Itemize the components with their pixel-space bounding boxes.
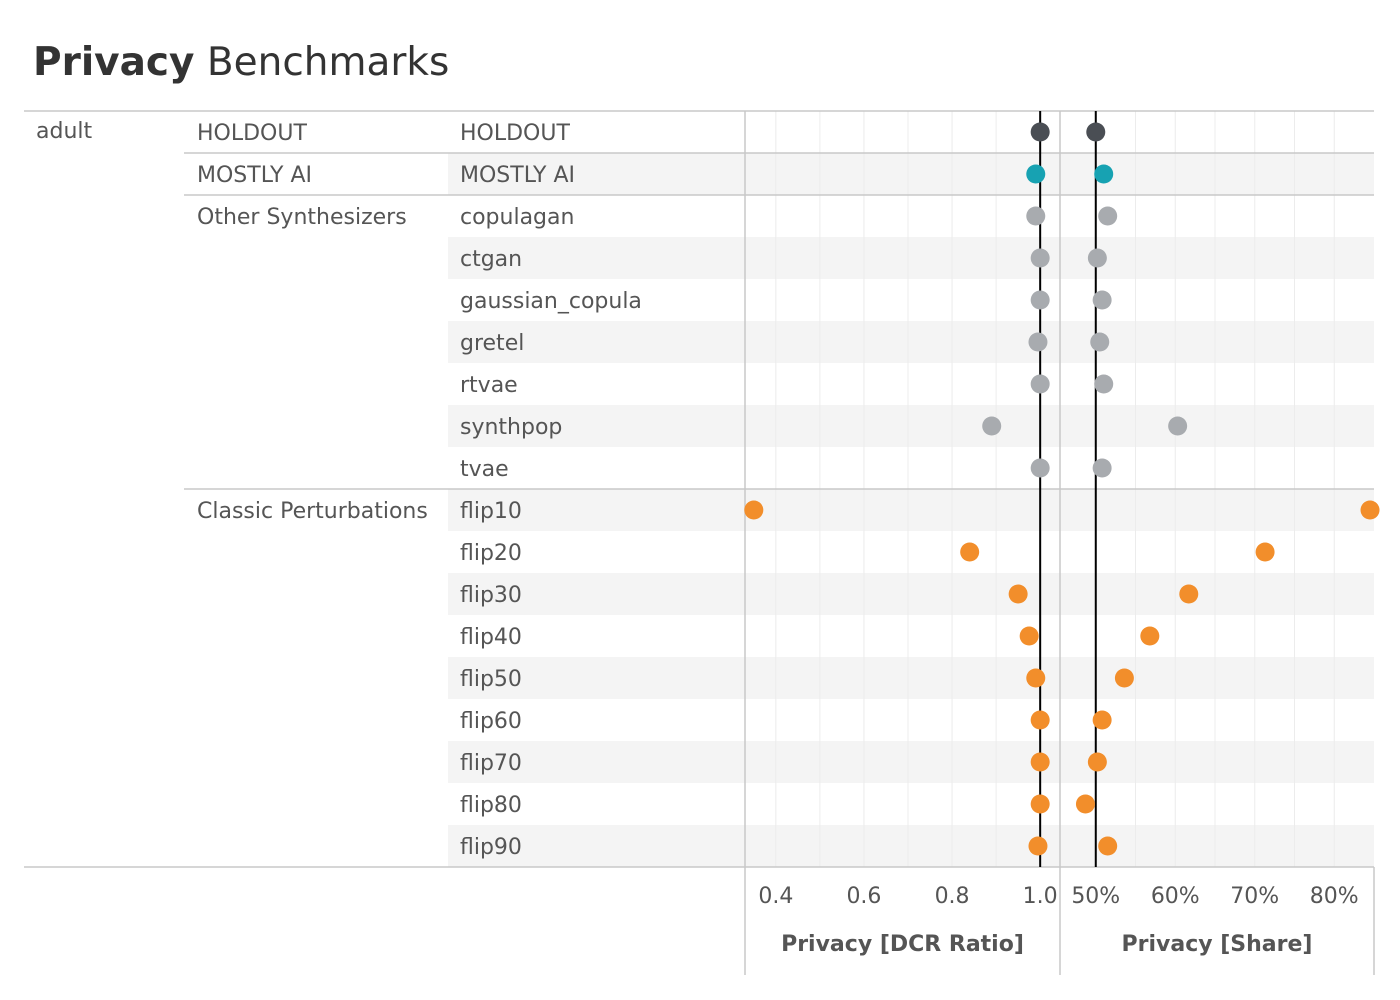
point-1-flip80 bbox=[1030, 794, 1050, 814]
point-2-flip60 bbox=[1092, 710, 1112, 730]
row-label-mostly-ai: MOSTLY AI bbox=[460, 163, 575, 188]
point-2-ctgan bbox=[1087, 248, 1107, 268]
point-1-ctgan bbox=[1030, 248, 1050, 268]
row-band bbox=[448, 321, 1374, 363]
point-2-flip70 bbox=[1087, 752, 1107, 772]
data-points bbox=[744, 122, 1380, 856]
group-label-mostly-ai: MOSTLY AI bbox=[197, 163, 312, 188]
point-2-copulagan bbox=[1098, 206, 1118, 226]
row-band bbox=[448, 237, 1374, 279]
point-1-mostly-ai bbox=[1026, 164, 1046, 184]
tick-label-2-1: 50% bbox=[1071, 884, 1120, 909]
row-label-flip70: flip70 bbox=[460, 751, 522, 776]
chart-frame bbox=[24, 110, 1375, 975]
tick-label-1-1: 0.4 bbox=[758, 884, 793, 909]
row-label-rtvae: rtvae bbox=[460, 373, 518, 398]
group-label-holdout: HOLDOUT bbox=[197, 121, 307, 146]
row-label-flip60: flip60 bbox=[460, 709, 522, 734]
row-labels: adult HOLDOUT HOLDOUT MOSTLY AI MOSTLY AI Oth… bbox=[36, 119, 642, 860]
row-label-flip50: flip50 bbox=[460, 667, 522, 692]
row-band bbox=[448, 657, 1374, 699]
point-1-flip70 bbox=[1030, 752, 1050, 772]
point-1-gretel bbox=[1028, 332, 1048, 352]
tick-label-1-4: 1.0 bbox=[1023, 884, 1058, 909]
row-label-flip80: flip80 bbox=[460, 793, 522, 818]
point-2-flip90 bbox=[1098, 836, 1118, 856]
chart-title-rest: Benchmarks bbox=[206, 40, 450, 85]
axis-title-2: Privacy [Share] bbox=[1122, 932, 1313, 957]
point-1-gaussian-copula bbox=[1030, 290, 1050, 310]
reference-lines bbox=[1039, 111, 1097, 867]
row-label-flip40: flip40 bbox=[460, 625, 522, 650]
point-2-flip30 bbox=[1179, 584, 1199, 604]
point-2-synthpop bbox=[1168, 416, 1188, 436]
row-label-gaussian-copula: gaussian_copula bbox=[460, 289, 642, 314]
point-1-flip50 bbox=[1026, 668, 1046, 688]
axis-title-1: Privacy [DCR Ratio] bbox=[781, 932, 1024, 957]
point-2-flip50 bbox=[1114, 668, 1134, 688]
row-band bbox=[448, 489, 1374, 531]
row-label-gretel: gretel bbox=[460, 331, 524, 356]
row-label-synthpop: synthpop bbox=[460, 415, 562, 440]
row-label-flip20: flip20 bbox=[460, 541, 522, 566]
group-label-other-synthesizers: Other Synthesizers bbox=[197, 205, 407, 230]
point-2-gretel bbox=[1090, 332, 1110, 352]
row-band bbox=[448, 405, 1374, 447]
row-label-copulagan: copulagan bbox=[460, 205, 574, 230]
tick-label-2-3: 70% bbox=[1230, 884, 1279, 909]
row-label-flip90: flip90 bbox=[460, 835, 522, 860]
tick-label-2-2: 60% bbox=[1151, 884, 1200, 909]
dataset-label: adult bbox=[36, 119, 93, 144]
row-band bbox=[448, 825, 1374, 867]
point-1-holdout bbox=[1030, 122, 1050, 142]
point-1-flip60 bbox=[1030, 710, 1050, 730]
point-2-tvae bbox=[1092, 458, 1112, 478]
axes: 0.4 0.6 0.8 1.0 Privacy [DCR Ratio] 50% 60% 70%… bbox=[758, 884, 1358, 957]
row-label-ctgan: ctgan bbox=[460, 247, 522, 272]
tick-label-1-2: 0.6 bbox=[846, 884, 881, 909]
row-label-flip30: flip30 bbox=[460, 583, 522, 608]
point-1-flip10 bbox=[744, 500, 764, 520]
point-1-flip20 bbox=[960, 542, 980, 562]
point-1-tvae bbox=[1030, 458, 1050, 478]
point-2-gaussian-copula bbox=[1092, 290, 1112, 310]
point-2-mostly-ai bbox=[1094, 164, 1114, 184]
chart-title-bold: Privacy bbox=[33, 40, 195, 85]
row-band bbox=[448, 153, 1374, 195]
row-band bbox=[448, 573, 1374, 615]
tick-label-2-4: 80% bbox=[1310, 884, 1359, 909]
group-label-classic-perturbations: Classic Perturbations bbox=[197, 499, 428, 524]
row-label-holdout: HOLDOUT bbox=[460, 121, 570, 146]
point-2-flip80 bbox=[1075, 794, 1095, 814]
point-1-synthpop bbox=[982, 416, 1002, 436]
point-1-copulagan bbox=[1026, 206, 1046, 226]
tick-label-1-3: 0.8 bbox=[935, 884, 970, 909]
row-label-flip10: flip10 bbox=[460, 499, 522, 524]
chart-title: Privacy Benchmarks bbox=[33, 40, 449, 85]
point-2-flip20 bbox=[1255, 542, 1275, 562]
point-2-holdout bbox=[1086, 122, 1106, 142]
point-1-flip90 bbox=[1028, 836, 1048, 856]
point-1-rtvae bbox=[1030, 374, 1050, 394]
row-band bbox=[448, 741, 1374, 783]
row-label-tvae: tvae bbox=[460, 457, 509, 482]
point-2-rtvae bbox=[1094, 374, 1114, 394]
point-1-flip40 bbox=[1019, 626, 1039, 646]
point-2-flip40 bbox=[1140, 626, 1160, 646]
point-2-flip10 bbox=[1360, 500, 1380, 520]
point-1-flip30 bbox=[1008, 584, 1028, 604]
row-bands bbox=[448, 153, 1374, 867]
